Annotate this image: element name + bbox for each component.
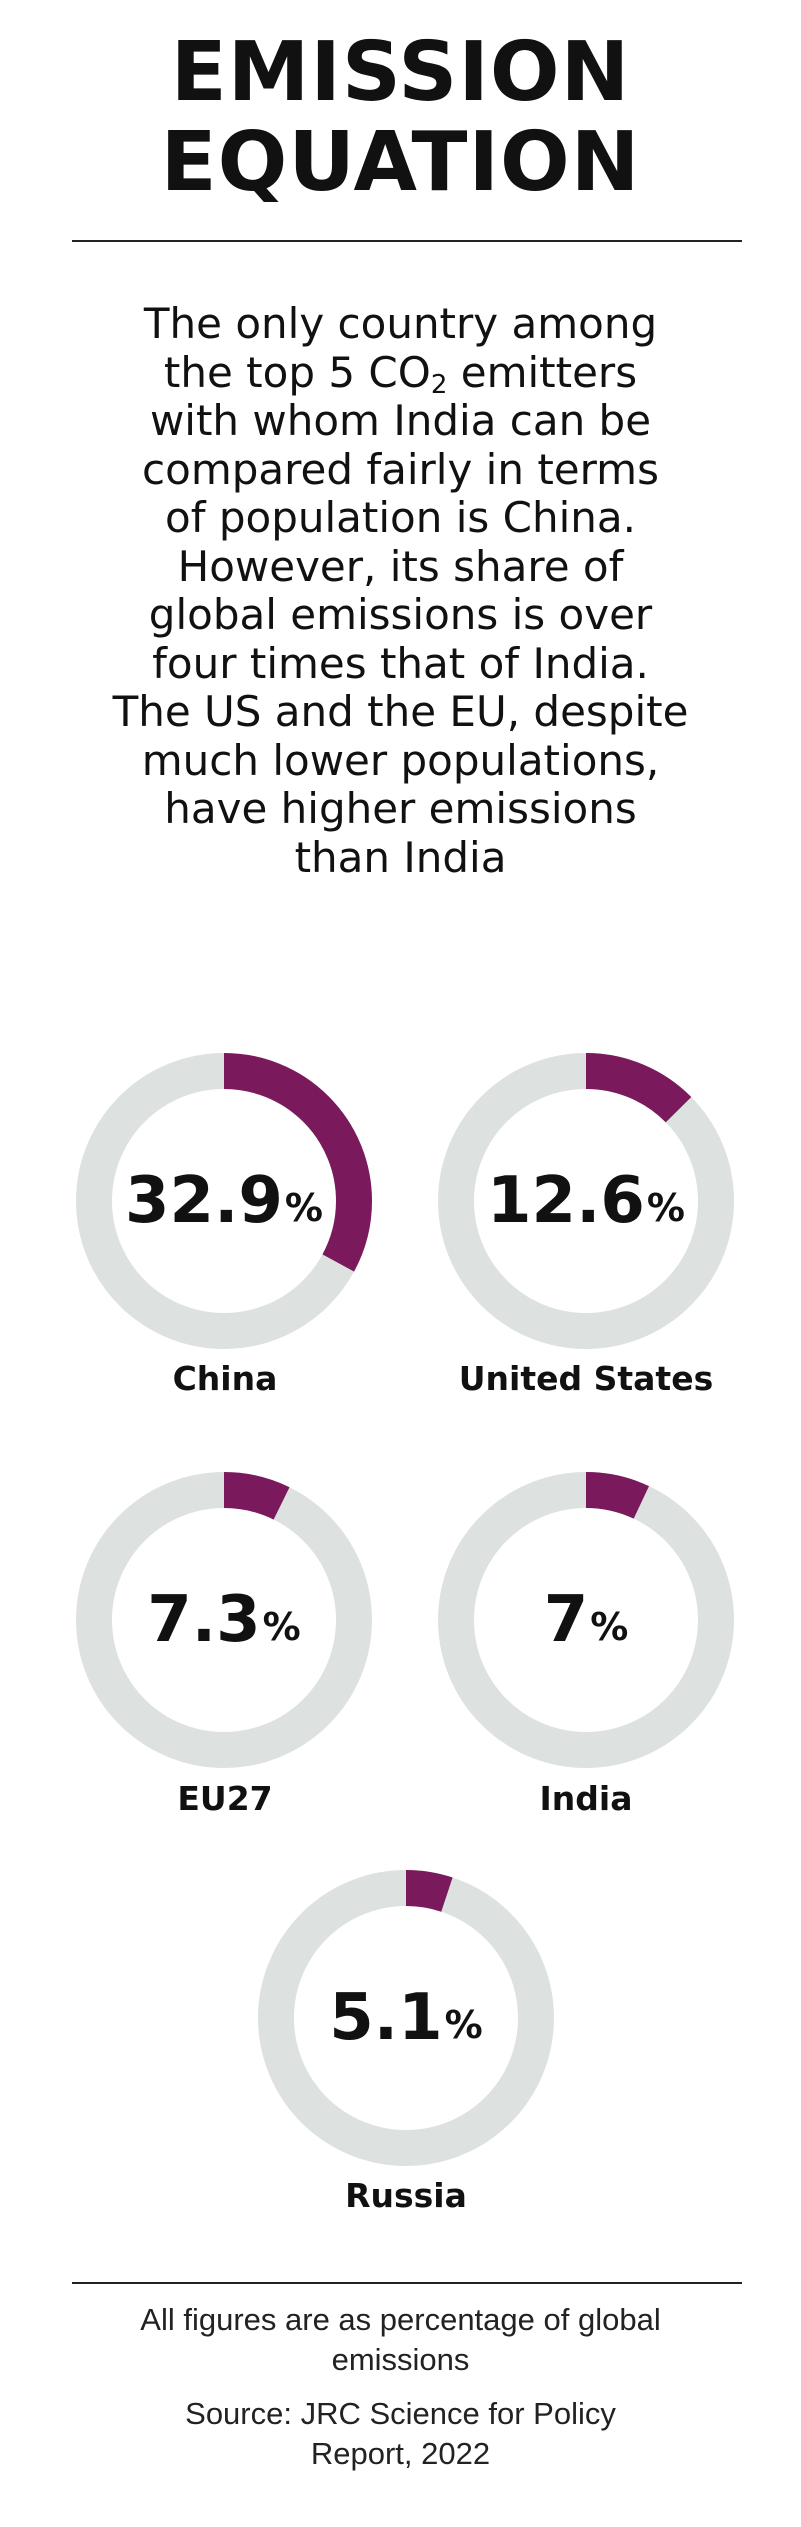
- category-label-india: India: [539, 1779, 633, 1818]
- title-line-2: EQUATION: [160, 115, 641, 210]
- donut-segment-eu27: [76, 1472, 372, 1768]
- donut-chart-united-states: 12.6%: [436, 1051, 736, 1351]
- intro-line: have higher emissions: [164, 784, 637, 833]
- donut-value: 32.9%: [125, 1164, 323, 1238]
- intro-line: four times that of India.: [152, 638, 649, 688]
- donut-segment-india: [438, 1472, 734, 1768]
- donut-chart-russia: 5.1%: [256, 1868, 556, 2168]
- donut-ring: [438, 1472, 734, 1768]
- infographic-title: EMISSION EQUATION: [0, 28, 801, 208]
- title-line-1: EMISSION: [170, 25, 631, 120]
- intro-line: However, its share of: [177, 541, 624, 591]
- donut-ring: [76, 1472, 372, 1768]
- intro-line: global emissions is over: [148, 590, 653, 639]
- bottom-divider: [72, 2282, 742, 2284]
- intro-line: The only country among: [143, 299, 658, 348]
- donut-chart-india: 7%: [436, 1470, 736, 1770]
- intro-line: than India: [294, 832, 507, 882]
- donut-segment-united-states: [438, 1053, 734, 1349]
- category-label-russia: Russia: [345, 2176, 467, 2215]
- intro-line: of population is China.: [165, 493, 636, 542]
- donut-chart-china: 32.9%: [74, 1051, 374, 1351]
- intro-line: much lower populations,: [141, 735, 660, 785]
- donut-ring: [258, 1870, 554, 2166]
- source-credit: Source: JRC Science for Policy Report, 2…: [185, 2396, 616, 2471]
- donut-segment-russia: [258, 1870, 554, 2166]
- donut-chart-eu27: 7.3%: [74, 1470, 374, 1770]
- intro-line: compared fairly in terms: [142, 444, 659, 494]
- top-divider: [72, 240, 742, 242]
- intro-line: the top 5 CO2 emitters: [163, 347, 638, 400]
- donut-value: 5.1%: [329, 1981, 483, 2055]
- donut-ring: [76, 1053, 372, 1349]
- donut-segment-china: [76, 1053, 372, 1349]
- donut-value: 12.6%: [487, 1164, 685, 1238]
- donut-value: 7.3%: [147, 1583, 301, 1657]
- intro-line: The US and the EU, despite: [112, 687, 689, 736]
- category-label-united-states: United States: [458, 1359, 714, 1398]
- category-label-eu27: EU27: [177, 1779, 273, 1818]
- intro-paragraph: The only country among the top 5 CO2 emi…: [60, 299, 741, 882]
- category-label-china: China: [172, 1359, 278, 1398]
- donut-ring: [438, 1053, 734, 1349]
- footnote: All figures are as percentage of global …: [140, 2302, 661, 2377]
- donut-value: 7%: [543, 1583, 629, 1657]
- intro-line: with whom India can be: [149, 396, 652, 445]
